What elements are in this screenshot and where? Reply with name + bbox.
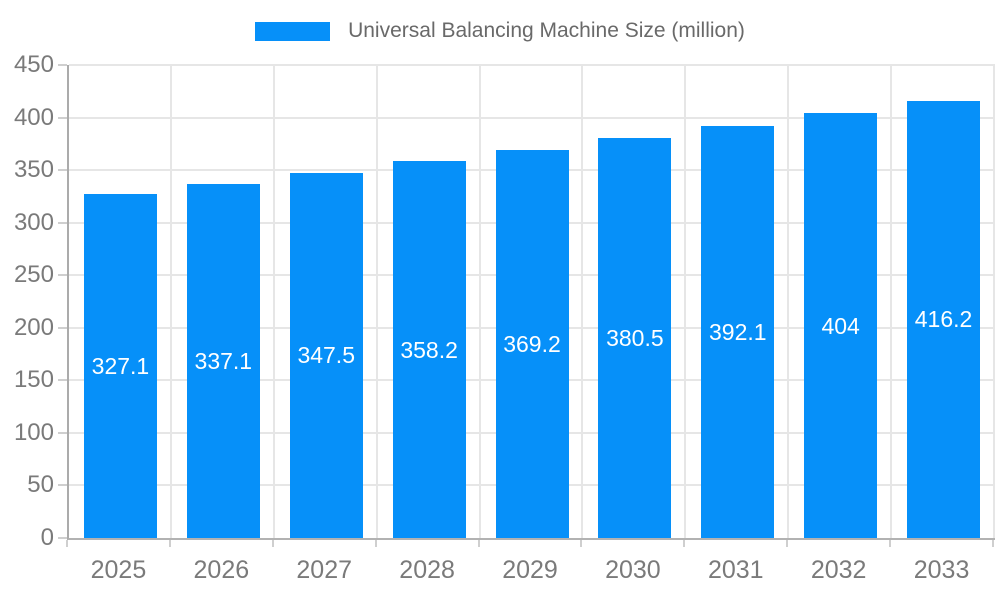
x-axis-tick [580,540,583,547]
x-axis-tick-label: 2033 [913,556,970,584]
x-gridline [272,65,275,538]
bar-value-label: 358.2 [400,336,458,363]
y-axis-tick-label: 250 [13,261,54,289]
x-gridline [169,65,172,538]
bar-value-label: 369.2 [503,330,561,357]
x-axis-tick-label: 2026 [193,556,250,584]
y-axis-tick [58,431,67,434]
x-axis-tick-label: 2029 [502,556,558,584]
x-axis-tick [66,540,68,547]
bar-2026 [186,183,260,538]
legend-color-swatch [255,21,331,41]
x-axis-tick [168,540,171,547]
x-axis-tick-label: 2030 [605,556,661,584]
x-gridline [787,65,790,538]
x-gridline [581,65,584,538]
bar-value-label: 404 [821,312,860,339]
bar-2025 [83,194,157,538]
x-axis-tick-label: 2025 [90,556,147,584]
y-axis-tick [58,221,67,224]
y-axis-tick [58,116,67,119]
x-axis-tick-label: 2027 [296,556,353,584]
x-axis-tick-label: 2032 [810,556,867,584]
x-axis-tick-label: 2031 [707,556,764,584]
legend-label: Universal Balancing Machine Size (millio… [348,19,745,42]
y-axis-tick-label: 0 [40,524,54,551]
y-axis-tick-label: 50 [27,471,54,499]
y-axis-tick-label: 350 [13,156,54,184]
x-axis-tick-label: 2028 [399,556,455,584]
bar-2028 [392,161,466,538]
y-axis-tick-label: 200 [13,313,54,341]
y-axis-tick-label: 300 [13,208,54,236]
x-axis-tick [992,540,994,547]
y-axis-tick [58,169,67,172]
bar-2032 [804,113,878,538]
bar-value-label: 392.1 [708,318,767,345]
bar-value-label: 380.5 [606,325,664,352]
x-gridline [993,65,995,538]
y-axis-tick [58,326,67,329]
plot-area: 327.1 337.1 347.5 358.2 369.2 380.5 392.1 404 41… [67,64,995,540]
legend-item[interactable]: Universal Balancing Machine Size (millio… [0,18,1000,44]
y-axis-tick [58,64,67,66]
y-axis-tick [58,484,67,487]
x-axis-tick [786,540,789,547]
bar-2030 [598,138,672,538]
x-axis-tick [889,540,892,547]
x-gridline [890,65,893,538]
y-gridline [69,64,995,66]
x-axis-tick [374,540,377,547]
bar-2027 [289,172,363,538]
bar-2033 [907,100,981,538]
bar-value-label: 327.1 [91,353,150,380]
bar-2029 [495,149,569,538]
x-axis-tick [683,540,686,547]
y-gridline [69,116,995,119]
y-axis-tick-label: 100 [13,418,54,446]
y-axis-tick-label: 450 [13,51,54,78]
y-axis-tick [58,274,67,277]
bar-value-label: 347.5 [297,342,355,369]
x-gridline [478,65,481,538]
y-axis-tick [58,379,67,382]
bar-value-label: 416.2 [914,306,973,333]
y-axis-tick-label: 400 [13,103,54,131]
bar-2031 [701,125,775,538]
x-gridline [375,65,378,538]
x-axis-tick [477,540,480,547]
y-axis-tick [58,537,67,539]
x-axis-tick [271,540,274,547]
bar-value-label: 337.1 [194,347,253,374]
y-axis-tick-label: 150 [13,366,54,394]
x-gridline [684,65,687,538]
